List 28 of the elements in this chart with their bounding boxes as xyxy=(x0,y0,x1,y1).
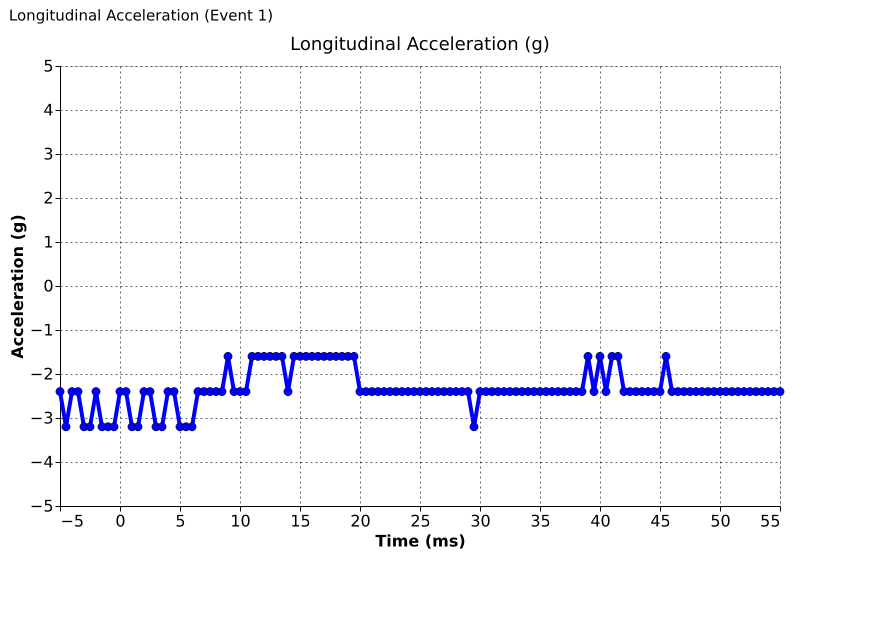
y-axis-title: Acceleration (g) xyxy=(8,214,27,359)
y-tick-label: 3 xyxy=(43,144,54,164)
x-tick-label: 45 xyxy=(650,512,671,530)
y-tick-label: 2 xyxy=(43,188,54,208)
x-tick-label: 20 xyxy=(350,512,371,530)
x-tick-label: 5 xyxy=(175,512,186,530)
y-tick-label: 4 xyxy=(43,100,54,120)
x-tick-label: 25 xyxy=(410,512,431,530)
x-axis-title: Time (ms) xyxy=(375,532,466,550)
y-tick-label: 1 xyxy=(43,232,54,252)
y-tick-label: −2 xyxy=(30,364,54,384)
x-tick-label: 35 xyxy=(530,512,551,530)
x-tick-label: 15 xyxy=(290,512,311,530)
x-tick-label: 40 xyxy=(590,512,611,530)
y-tick-label: −1 xyxy=(30,320,54,340)
y-tick-label: −4 xyxy=(30,452,54,472)
y-tick-label: −3 xyxy=(30,408,54,428)
y-tick-label: 5 xyxy=(43,56,54,76)
x-tick-label: 50 xyxy=(710,512,731,530)
x-tick-label: 0 xyxy=(115,512,126,530)
chart-subtitle: Longitudinal Acceleration (g) xyxy=(290,34,550,55)
chart-title: Longitudinal Acceleration (Event 1) xyxy=(8,6,274,24)
y-tick-label: 0 xyxy=(43,276,54,296)
x-tick-label: 30 xyxy=(470,512,491,530)
x-tick-label: 55 xyxy=(760,512,780,530)
x-tick-label: 10 xyxy=(230,512,251,530)
x-tick-label: −5 xyxy=(60,512,84,530)
y-tick-label: −5 xyxy=(30,496,54,516)
